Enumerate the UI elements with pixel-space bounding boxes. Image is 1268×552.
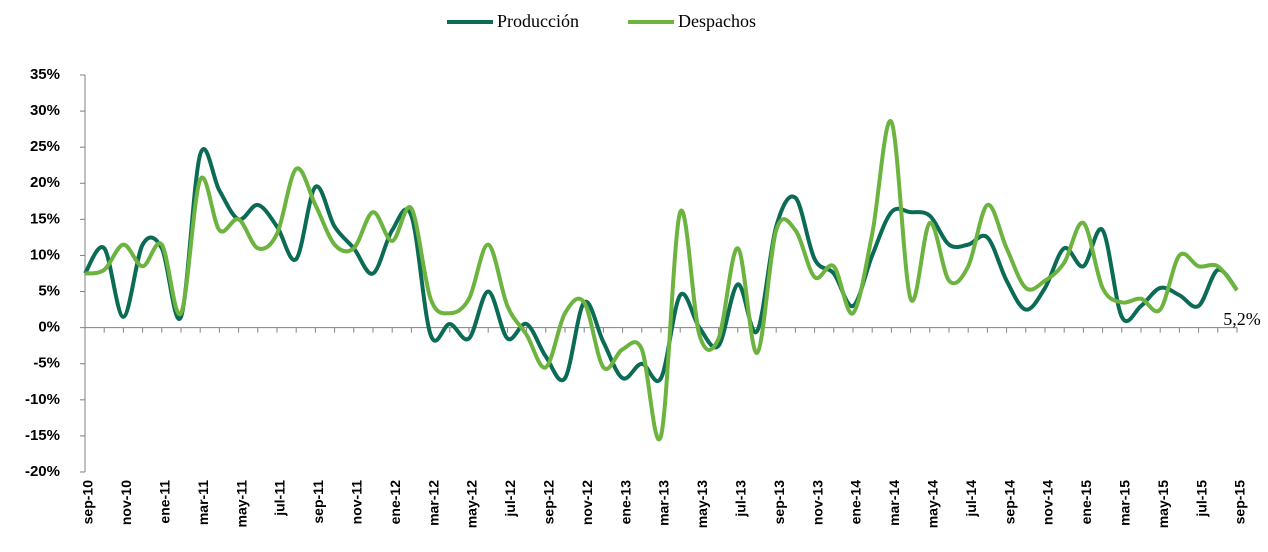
x-tick-label: mar-15 bbox=[1117, 480, 1133, 526]
x-tick-label: mar-14 bbox=[886, 480, 902, 526]
x-tick-label: may-11 bbox=[233, 480, 249, 528]
y-tick-label: 20% bbox=[30, 174, 60, 191]
x-tick-label: jul-15 bbox=[1193, 480, 1209, 518]
y-tick-label: 30% bbox=[30, 102, 60, 119]
x-tick-label: ene-11 bbox=[157, 480, 173, 524]
x-tick-label: mar-13 bbox=[656, 480, 672, 526]
y-tick-label: 25% bbox=[30, 138, 60, 155]
y-tick-label: 15% bbox=[30, 210, 60, 227]
y-tick-label: -20% bbox=[25, 463, 60, 480]
y-tick-label: 10% bbox=[30, 246, 60, 263]
x-tick-label: nov-12 bbox=[579, 480, 595, 525]
x-tick-label: jul-11 bbox=[272, 480, 288, 517]
x-tick-label: nov-13 bbox=[809, 480, 825, 525]
x-tick-label: mar-12 bbox=[425, 480, 441, 526]
x-tick-label: ene-15 bbox=[1078, 480, 1094, 525]
y-tick-label: 5% bbox=[38, 283, 60, 300]
x-tick-label: jul-14 bbox=[963, 480, 979, 518]
x-tick-label: sep-13 bbox=[771, 480, 787, 525]
x-tick-label: nov-11 bbox=[349, 480, 365, 525]
y-tick-label: 0% bbox=[38, 319, 60, 336]
x-tick-label: mar-11 bbox=[195, 480, 211, 525]
x-tick-label: nov-14 bbox=[1040, 480, 1056, 525]
x-tick-label: sep-10 bbox=[80, 480, 96, 525]
x-tick-label: sep-15 bbox=[1232, 480, 1248, 525]
y-tick-label: 35% bbox=[30, 66, 60, 83]
legend-label: Producción bbox=[497, 11, 579, 31]
y-tick-label: -10% bbox=[25, 391, 60, 408]
x-tick-label: sep-14 bbox=[1001, 480, 1017, 525]
x-tick-label: jul-13 bbox=[733, 480, 749, 518]
x-tick-label: may-14 bbox=[925, 480, 941, 528]
x-tick-label: sep-12 bbox=[541, 480, 557, 525]
x-tick-label: ene-14 bbox=[848, 480, 864, 525]
line-series bbox=[83, 147, 1239, 383]
y-tick-label: -5% bbox=[33, 355, 60, 372]
x-tick-label: ene-13 bbox=[617, 480, 633, 525]
x-tick-label: ene-12 bbox=[387, 480, 403, 525]
y-tick-label: -15% bbox=[25, 427, 60, 444]
annotation: 5,2% bbox=[1223, 309, 1261, 329]
x-tick-label: may-13 bbox=[694, 480, 710, 528]
x-tick-label: sep-11 bbox=[310, 480, 326, 524]
x-tick-label: nov-10 bbox=[118, 480, 134, 525]
x-tick-label: may-12 bbox=[464, 480, 480, 528]
line-series bbox=[84, 119, 1239, 442]
x-tick-label: jul-12 bbox=[502, 480, 518, 518]
legend-label: Despachos bbox=[678, 11, 756, 31]
x-tick-label: may-15 bbox=[1155, 480, 1171, 528]
